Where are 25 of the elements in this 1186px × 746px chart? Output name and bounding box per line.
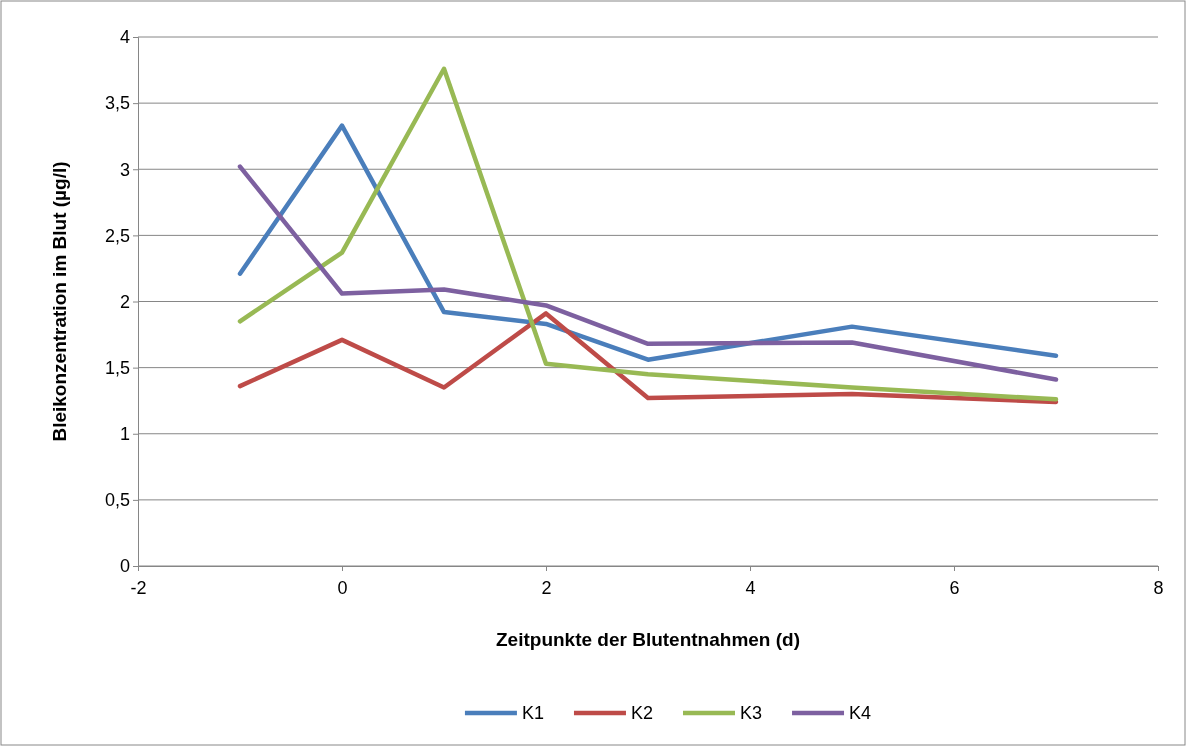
y-tick-label: 4 — [119, 27, 130, 48]
y-tick-label: 0,5 — [104, 490, 130, 511]
legend-label: K1 — [521, 703, 544, 723]
y-tick-label: 3 — [119, 159, 130, 180]
x-tick-label: -2 — [130, 577, 147, 598]
y-tick-label: 2,5 — [104, 225, 130, 246]
x-tick-label: 8 — [1153, 577, 1164, 598]
line-series — [237, 123, 1059, 362]
y-tick-label: 0 — [119, 556, 130, 577]
y-tick-label: 3,5 — [104, 93, 130, 114]
y-tick-label: 2 — [119, 291, 130, 312]
legend-label: K3 — [740, 703, 763, 723]
legend-label: K4 — [849, 703, 872, 723]
x-tick-label: 0 — [337, 577, 348, 598]
y-tick-label: 1,5 — [104, 357, 130, 378]
line-series — [237, 164, 1059, 382]
legend-label: K2 — [630, 703, 653, 723]
x-tick-label: 4 — [745, 577, 756, 598]
x-tick-label: 6 — [949, 577, 960, 598]
y-tick-label: 1 — [119, 424, 130, 445]
line-series — [237, 66, 1059, 402]
x-tick-label: 2 — [541, 577, 552, 598]
y-axis-title: Bleikonzentration im Blut (µg/l) — [49, 161, 70, 442]
line-series — [237, 311, 1059, 405]
x-axis-title: Zeitpunkte der Blutentnahmen (d) — [496, 629, 800, 650]
